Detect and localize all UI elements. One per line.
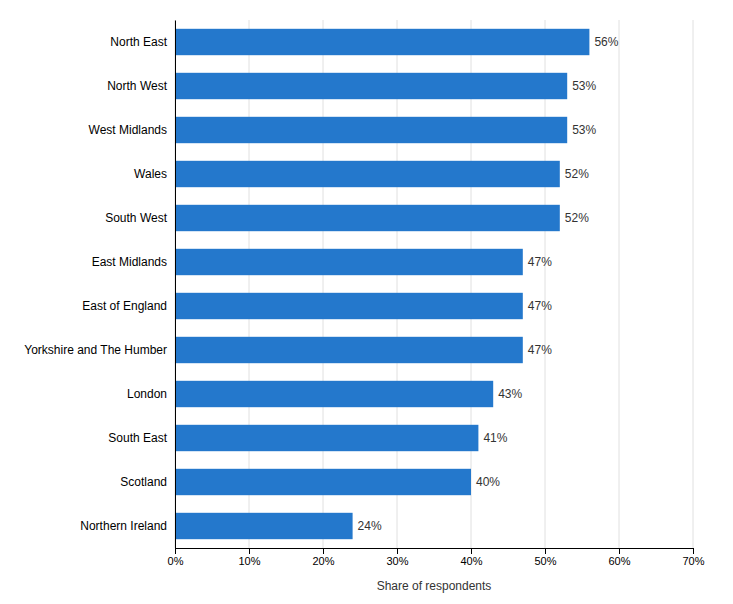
- bar: [175, 513, 353, 539]
- tick-label: 0%: [168, 555, 184, 567]
- bar: [175, 425, 478, 451]
- data-labels: 24% 40% 41% 43% 47% 47% 47% 52% 52% 53% 53% 56%: [358, 35, 619, 533]
- tick-label: 40%: [460, 555, 482, 567]
- tick-mark: [175, 548, 176, 554]
- grid-line: [619, 20, 620, 548]
- tick: 20%: [312, 548, 334, 567]
- bar: [175, 381, 493, 407]
- tick-mark: [693, 548, 694, 554]
- bar: [175, 293, 523, 319]
- tick-label: Yorkshire and The Humber: [24, 343, 167, 357]
- tick-label: Scotland: [120, 475, 167, 489]
- tick: South West: [105, 211, 167, 225]
- bar: [175, 117, 567, 143]
- axis-line: [176, 549, 694, 555]
- tick-mark: [545, 548, 546, 554]
- data-label: 47%: [528, 343, 552, 357]
- tick-label: 20%: [312, 555, 334, 567]
- tick: Yorkshire and The Humber: [24, 343, 167, 357]
- data-label: 40%: [476, 475, 500, 489]
- tick: Scotland: [120, 475, 167, 489]
- y-axis: Northern Ireland Scotland South East London…: [24, 21, 175, 549]
- bar: [175, 161, 560, 187]
- tick-label: Northern Ireland: [80, 519, 167, 533]
- plot: 0% 10% 20% 30% 40% 50% 60% 70% Northern Ireland S…: [24, 20, 704, 593]
- tick-label: South West: [105, 211, 167, 225]
- tick: East of England: [82, 299, 167, 313]
- bar: [175, 249, 523, 275]
- grid: [175, 20, 693, 548]
- data-label: 47%: [528, 299, 552, 313]
- tick: Wales: [134, 167, 167, 181]
- grid-line: [693, 20, 694, 548]
- bar: [175, 73, 567, 99]
- tick-label: North West: [107, 79, 167, 93]
- tick: North West: [107, 79, 167, 93]
- tick-label: 30%: [386, 555, 408, 567]
- tick: 30%: [386, 548, 408, 567]
- data-label: 52%: [565, 167, 589, 181]
- bar: [175, 205, 560, 231]
- tick-label: North East: [110, 35, 167, 49]
- bar: [175, 469, 471, 495]
- chart: 0% 10% 20% 30% 40% 50% 60% 70% Northern Ireland S…: [0, 0, 733, 604]
- tick-label: West Midlands: [89, 123, 167, 137]
- tick-label: East of England: [82, 299, 167, 313]
- data-label: 47%: [528, 255, 552, 269]
- tick: North East: [110, 35, 167, 49]
- tick-label: East Midlands: [92, 255, 167, 269]
- tick-label: Wales: [134, 167, 167, 181]
- x-axis: 0% 10% 20% 30% 40% 50% 60% 70%: [168, 548, 705, 567]
- data-label: 43%: [498, 387, 522, 401]
- tick: 60%: [608, 548, 630, 567]
- tick: West Midlands: [89, 123, 167, 137]
- data-label: 53%: [572, 123, 596, 137]
- tick: 40%: [460, 548, 482, 567]
- tick-mark: [471, 548, 472, 554]
- bar: [175, 29, 589, 55]
- tick: 0%: [168, 548, 184, 567]
- tick: Northern Ireland: [80, 519, 167, 533]
- tick: East Midlands: [92, 255, 167, 269]
- tick-label: 60%: [608, 555, 630, 567]
- data-label: 41%: [483, 431, 507, 445]
- tick: 10%: [238, 548, 260, 567]
- tick-label: 70%: [682, 555, 704, 567]
- tick-label: 10%: [238, 555, 260, 567]
- data-label: 53%: [572, 79, 596, 93]
- tick-mark: [323, 548, 324, 554]
- axis-line: [175, 21, 176, 549]
- bars: [175, 29, 589, 539]
- axis-title: Share of respondents: [377, 579, 492, 593]
- data-label: 56%: [594, 35, 618, 49]
- tick-mark: [619, 548, 620, 554]
- bar: [175, 337, 523, 363]
- tick-label: 50%: [534, 555, 556, 567]
- tick: 50%: [534, 548, 556, 567]
- tick-label: South East: [108, 431, 167, 445]
- tick: 70%: [682, 548, 704, 567]
- data-label: 24%: [358, 519, 382, 533]
- tick-mark: [249, 548, 250, 554]
- tick: South East: [108, 431, 167, 445]
- grid-line: [175, 20, 176, 548]
- tick-mark: [397, 548, 398, 554]
- data-label: 52%: [565, 211, 589, 225]
- tick: London: [127, 387, 167, 401]
- tick-label: London: [127, 387, 167, 401]
